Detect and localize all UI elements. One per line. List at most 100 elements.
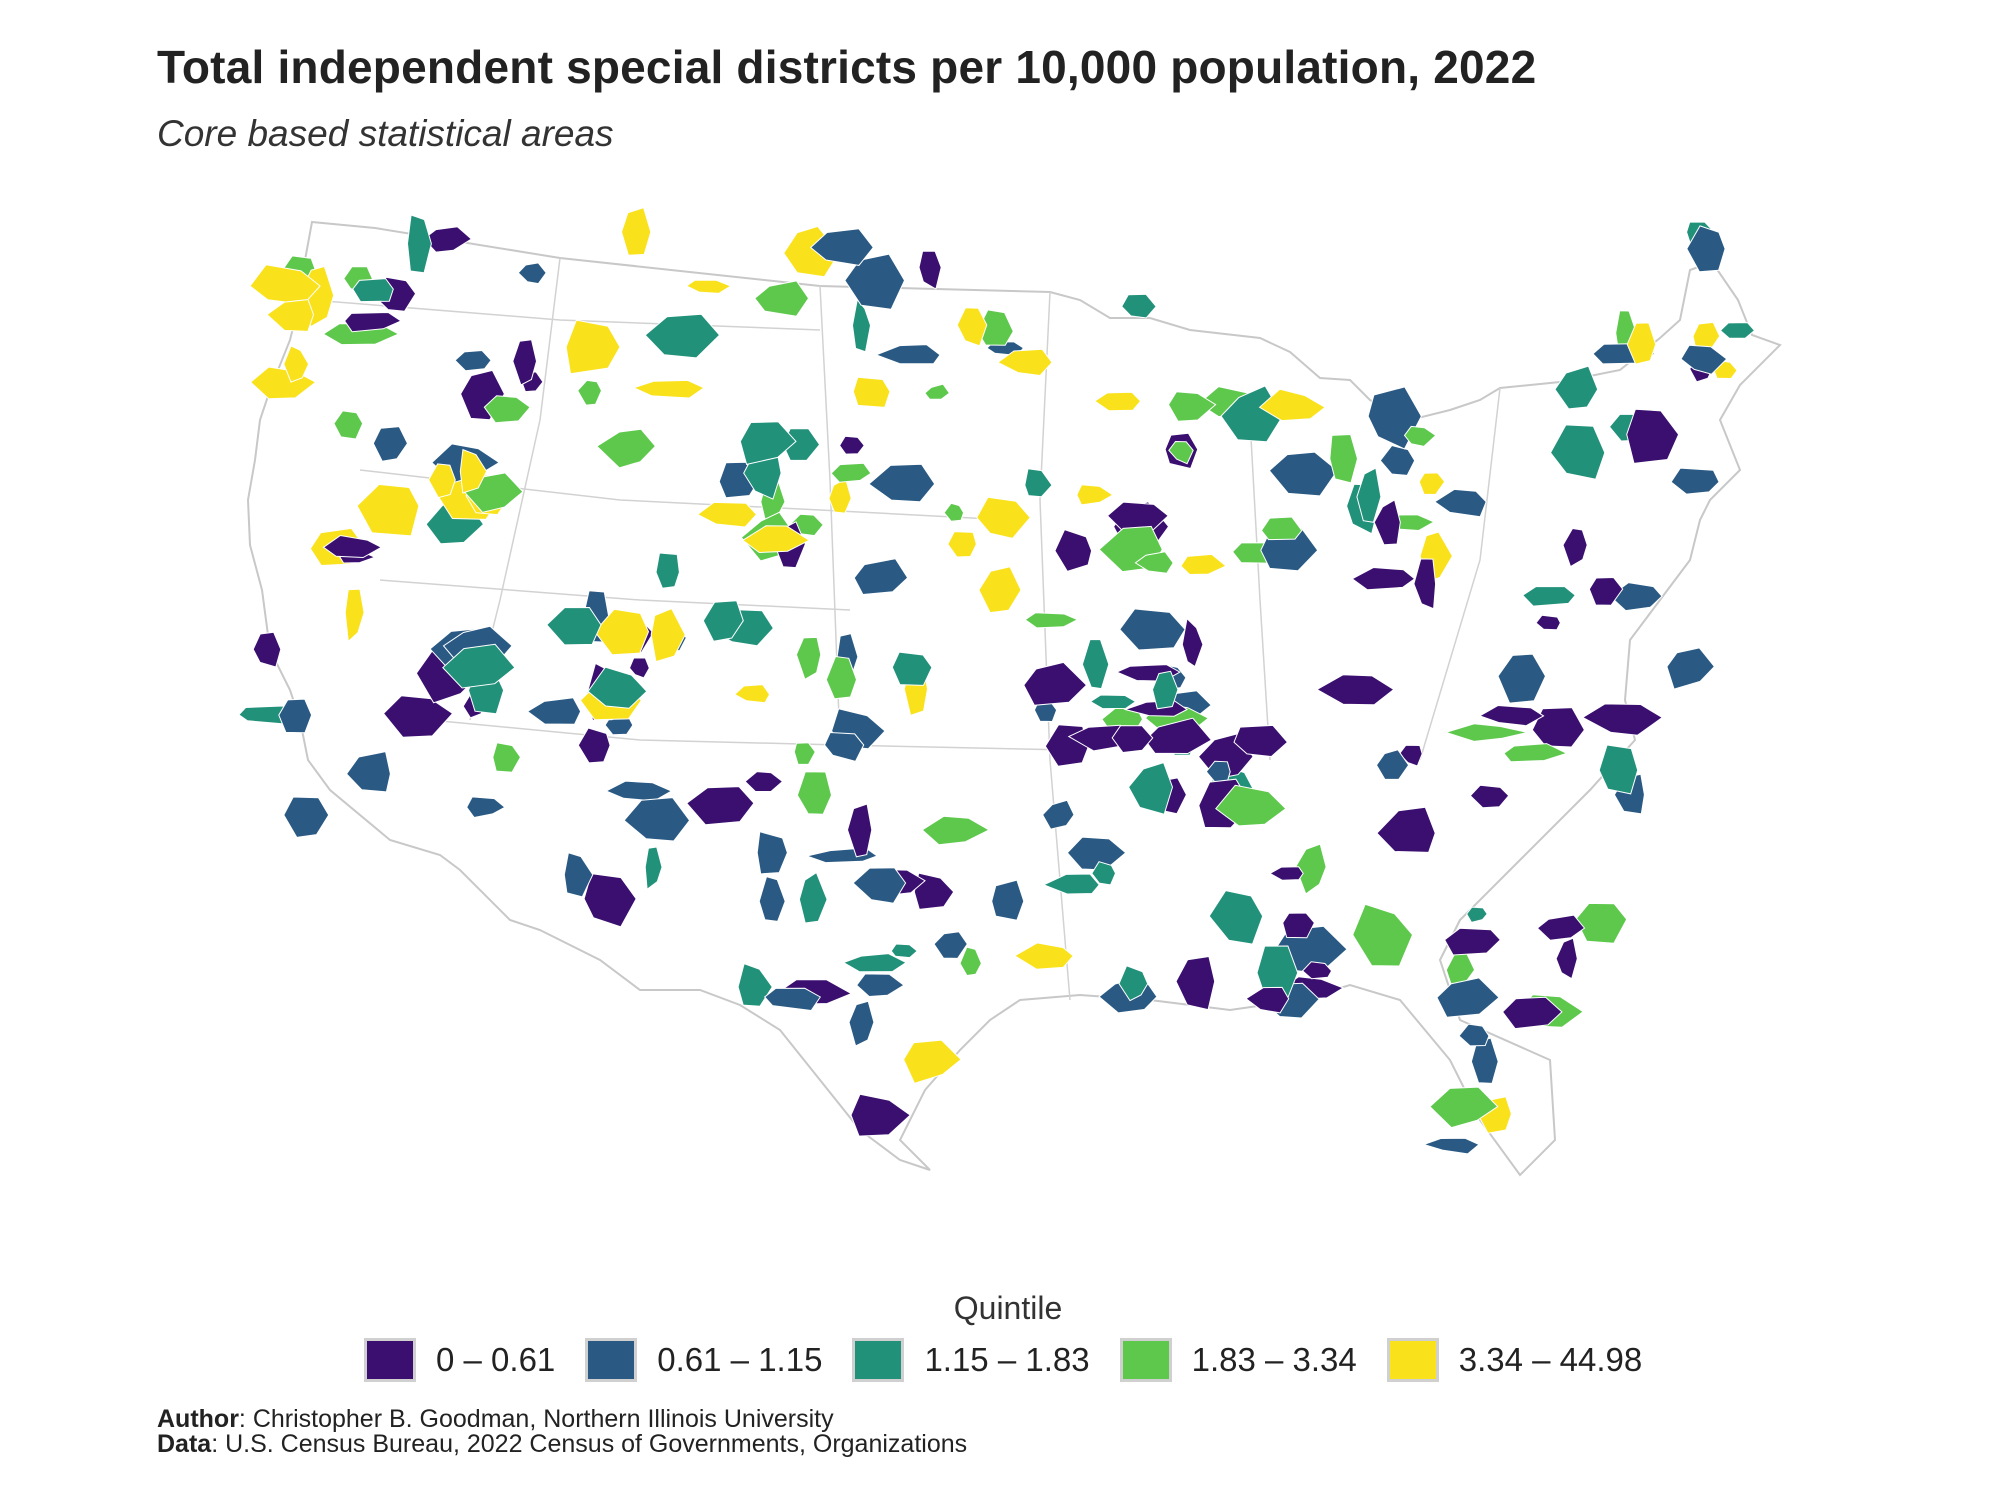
cbsa-region	[1215, 784, 1287, 827]
cbsa-region	[1168, 440, 1194, 465]
cbsa-region	[655, 552, 680, 589]
cbsa-region	[1118, 965, 1149, 1002]
cbsa-region	[1245, 986, 1290, 1014]
cbsa-region	[763, 987, 822, 1012]
cbsa-region	[1598, 744, 1639, 795]
cbsa-region	[644, 846, 663, 891]
legend-item-quintile-1: 0 – 0.61	[364, 1338, 555, 1382]
cbsa-region	[830, 462, 872, 483]
cbsa-region	[1535, 614, 1561, 631]
cbsa-region	[1443, 927, 1502, 956]
cbsa-region	[512, 339, 538, 386]
cbsa-region	[442, 643, 516, 689]
cbsa-region	[903, 1039, 962, 1084]
cbsa-region	[1418, 472, 1446, 496]
cbsa-region	[1429, 1086, 1499, 1129]
cbsa-region	[795, 636, 822, 681]
cbsa-region	[959, 946, 982, 977]
cbsa-region	[842, 953, 908, 973]
cbsa-region	[1531, 707, 1585, 748]
cbsa-region	[756, 831, 788, 875]
cbsa-region	[868, 463, 936, 503]
cbsa-region	[322, 534, 383, 559]
cbsa-region	[744, 771, 784, 793]
cbsa-region	[1024, 468, 1053, 498]
cbsa-region	[851, 298, 872, 353]
cbsa-region	[623, 797, 691, 842]
cbsa-region	[577, 379, 603, 406]
cbsa-region	[1121, 293, 1157, 319]
cbsa-region	[1127, 761, 1174, 815]
legend-item-quintile-5: 3.34 – 44.98	[1386, 1338, 1642, 1382]
cbsa-region	[620, 207, 652, 256]
cbsa-region	[492, 742, 522, 773]
cbsa-region	[466, 796, 506, 819]
cbsa-region	[947, 531, 977, 558]
cbsa-region	[382, 695, 454, 738]
cbsa-region	[1575, 902, 1628, 944]
cbsa-region	[823, 731, 865, 762]
cbsa-region	[918, 250, 942, 290]
cbsa-region	[1023, 661, 1088, 706]
cbsa-region	[1181, 617, 1204, 668]
cbsa-region	[852, 376, 891, 408]
cbsa-region	[1458, 1023, 1490, 1047]
cbsa-region	[1497, 653, 1547, 704]
cbsa-region	[1233, 724, 1289, 758]
cbsa-region	[825, 655, 858, 700]
cbsa-region	[924, 383, 951, 400]
cbsa-region	[1478, 704, 1545, 727]
cbsa-region	[1501, 996, 1563, 1030]
cbsa-region	[1466, 906, 1488, 923]
cbsa-region	[1352, 903, 1414, 967]
cbsa-region	[1503, 743, 1569, 763]
cbsa-region	[1469, 784, 1510, 809]
legend-swatch-quintile-2	[585, 1338, 638, 1382]
cbsa-region	[1536, 914, 1586, 941]
cbsa-region	[1151, 670, 1179, 710]
cbsa-region	[848, 1000, 875, 1047]
cbsa-region	[996, 348, 1053, 377]
cbsa-region	[1433, 488, 1487, 518]
map-subtitle: Core based statistical areas	[157, 113, 614, 154]
cbsa-region	[1208, 890, 1264, 945]
cbsa-region	[1089, 694, 1137, 710]
legend-swatch-quintile-5	[1386, 1338, 1439, 1382]
cbsa-region	[1626, 408, 1680, 464]
cbsa-region	[1258, 388, 1326, 422]
cbsa-region	[890, 943, 918, 959]
cbsa-region	[1626, 322, 1657, 365]
cbsa-region	[632, 379, 705, 399]
legend-label-quintile-1: 0 – 0.61	[436, 1341, 556, 1378]
cbsa-region	[1076, 484, 1114, 506]
data-credit: Data: U.S. Census Bureau, 2022 Census of…	[157, 1430, 968, 1458]
cbsa-region	[741, 525, 811, 554]
cbsa-region	[546, 606, 602, 646]
cbsa-region	[1167, 391, 1217, 422]
cbsa-region	[356, 483, 420, 537]
cbsa-region	[1301, 961, 1333, 980]
cbsa-region	[1268, 866, 1304, 881]
cbsa-region	[1666, 647, 1716, 690]
cbsa-region	[1054, 528, 1093, 572]
cbsa-region	[739, 421, 797, 465]
cbsa-region	[1376, 806, 1436, 853]
cbsa-region	[577, 727, 611, 764]
cbsa-region	[1403, 425, 1437, 447]
cbsa-region	[1356, 467, 1382, 523]
cbsa-region	[517, 262, 547, 285]
cbsa-region	[459, 448, 488, 494]
cbsa-region	[1180, 553, 1227, 576]
cbsa-region	[796, 771, 833, 815]
cbsa-region	[352, 278, 394, 303]
cbsa-region	[733, 684, 771, 704]
cbsa-region	[596, 428, 657, 469]
cbsa-regions	[238, 207, 1756, 1155]
cbsa-region	[587, 666, 648, 709]
cbsa-region	[1549, 424, 1606, 480]
cbsa-region	[283, 796, 330, 838]
cbsa-region	[428, 463, 456, 499]
cbsa-region	[1588, 576, 1624, 606]
cbsa-region	[754, 280, 810, 317]
